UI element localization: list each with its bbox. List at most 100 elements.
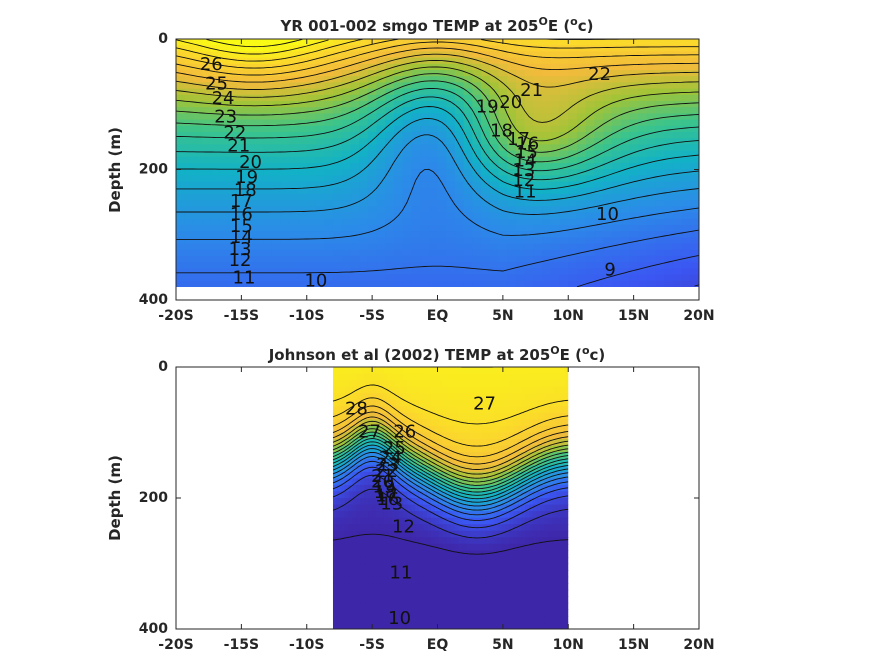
field-cell <box>472 107 482 114</box>
field-cell <box>430 399 436 407</box>
field-cell <box>411 530 416 538</box>
field-cell <box>489 399 495 407</box>
field-cell <box>489 484 495 493</box>
field-cell <box>419 589 424 597</box>
field-cell <box>423 602 428 610</box>
field-cell <box>379 576 385 584</box>
field-cell <box>228 181 238 189</box>
field-cell <box>210 45 221 52</box>
field-cell <box>515 249 526 257</box>
field-cell <box>629 231 639 238</box>
field-cell <box>521 602 526 610</box>
field-cell <box>368 393 373 401</box>
field-cell <box>237 138 247 145</box>
field-cell <box>263 82 273 90</box>
field-cell <box>324 138 334 145</box>
field-cell <box>542 212 552 220</box>
field-cell <box>237 218 247 226</box>
field-cell <box>556 491 562 499</box>
field-cell <box>427 576 432 584</box>
field-cell <box>620 94 630 102</box>
field-cell <box>466 419 471 427</box>
field-cell <box>493 445 499 453</box>
field-cell <box>368 478 373 486</box>
field-cell <box>359 255 369 263</box>
field-cell <box>350 187 360 195</box>
field-cell <box>434 406 440 414</box>
field-cell <box>629 206 639 214</box>
field-cell <box>454 45 465 52</box>
field-cell <box>399 504 405 512</box>
field-cell <box>655 107 665 114</box>
field-cell <box>298 193 308 201</box>
field-cell <box>470 439 475 447</box>
field-cell <box>360 511 365 519</box>
field-cell <box>385 274 395 282</box>
field-cell <box>423 550 428 558</box>
field-cell <box>472 100 482 108</box>
field-cell <box>529 412 534 420</box>
field-cell <box>505 471 511 479</box>
field-cell <box>446 563 452 571</box>
field-cell <box>472 131 482 139</box>
field-cell <box>637 280 648 287</box>
field-cell <box>515 94 526 102</box>
field-cell <box>564 543 569 551</box>
field-cell <box>315 262 325 269</box>
field-cell <box>556 570 562 578</box>
field-cell <box>210 150 221 158</box>
field-cell <box>517 432 522 440</box>
field-cell <box>524 82 534 90</box>
field-cell <box>280 113 290 121</box>
field-cell <box>367 268 378 276</box>
field-cell <box>450 550 456 558</box>
field-cell <box>454 231 465 238</box>
field-cell <box>525 609 530 617</box>
field-cell <box>525 399 530 407</box>
field-cell <box>306 144 317 152</box>
field-cell <box>576 268 587 276</box>
field-cell <box>478 556 483 565</box>
contour-label: 14 <box>514 151 537 172</box>
field-cell <box>446 386 452 394</box>
field-cell <box>344 550 350 558</box>
field-cell <box>411 212 421 220</box>
contour-label: 19 <box>235 167 258 188</box>
field-cell <box>517 524 522 532</box>
field-cell <box>403 452 409 460</box>
field-cell <box>525 491 530 499</box>
field-cell <box>524 280 534 287</box>
field-cell <box>385 187 395 195</box>
field-cell <box>219 125 229 133</box>
field-cell <box>655 181 665 189</box>
field-cell <box>428 113 439 121</box>
field-cell <box>594 107 604 114</box>
field-cell <box>407 576 412 584</box>
field-cell <box>489 393 495 401</box>
field-cell <box>450 498 456 506</box>
field-cell <box>529 596 534 604</box>
field-cell <box>450 602 456 610</box>
field-cell <box>341 274 351 282</box>
field-cell <box>332 169 343 176</box>
field-cell <box>298 181 308 189</box>
field-cell <box>210 243 221 251</box>
field-cell <box>478 373 483 381</box>
field-cell <box>438 511 444 519</box>
field-cell <box>427 498 432 506</box>
field-cell <box>620 57 630 65</box>
field-cell <box>672 237 683 245</box>
field-cell <box>533 280 543 287</box>
field-cell <box>458 412 463 420</box>
field-cell <box>442 537 448 545</box>
field-cell <box>542 63 552 71</box>
field-cell <box>402 82 412 90</box>
field-cell <box>681 131 691 139</box>
field-cell <box>352 373 358 381</box>
field-cell <box>434 439 440 447</box>
field-cell <box>485 570 491 578</box>
field-cell <box>379 458 385 466</box>
field-cell <box>379 498 385 506</box>
field-cell <box>399 609 405 617</box>
field-cell <box>344 367 350 375</box>
